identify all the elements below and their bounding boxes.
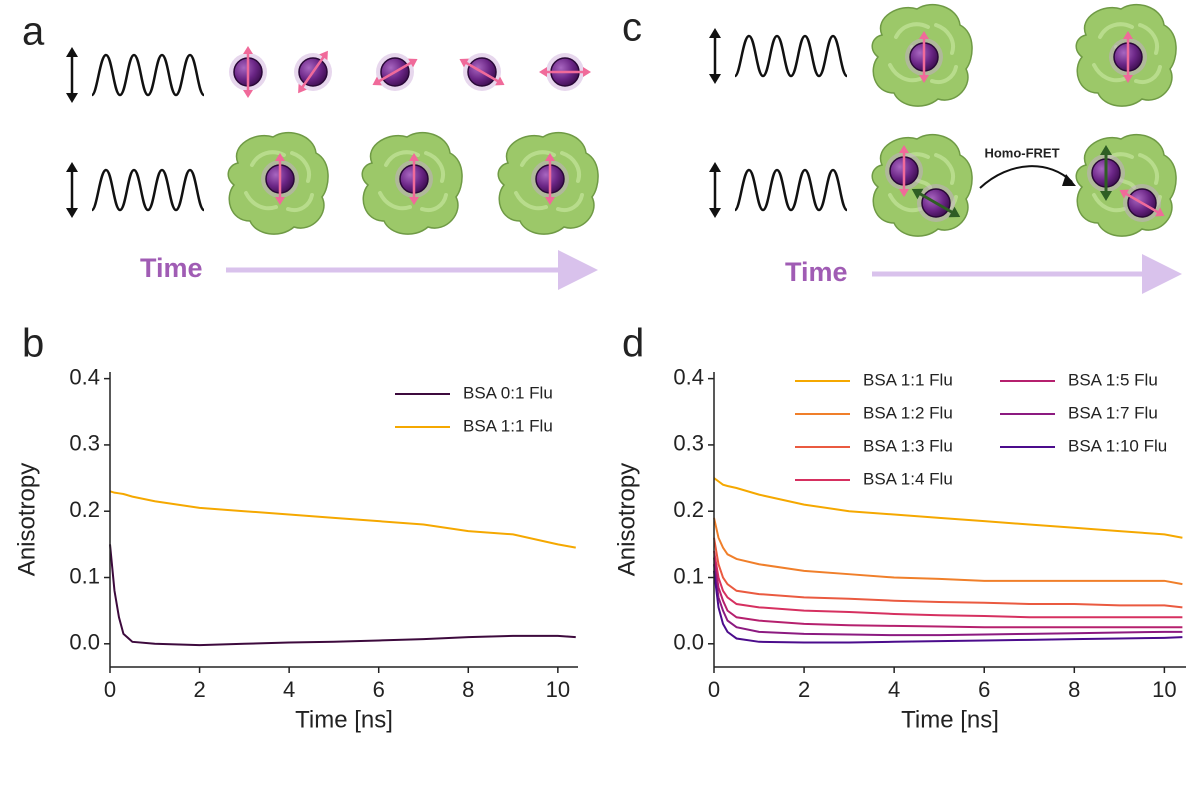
time-label: Time xyxy=(785,257,848,287)
y-tick-label: 0.1 xyxy=(673,563,704,588)
panel-label: c xyxy=(622,6,642,50)
x-tick-label: 8 xyxy=(1068,677,1080,702)
panel-label: d xyxy=(622,322,644,366)
transfer-arrow xyxy=(979,165,1073,189)
x-tick-label: 10 xyxy=(1152,677,1176,702)
transfer-label: Homo-FRET xyxy=(984,145,1059,160)
series-line xyxy=(713,557,1183,629)
y-tick-label: 0.0 xyxy=(673,630,704,655)
panel-label: b xyxy=(22,322,44,366)
x-tick-label: 0 xyxy=(708,677,720,702)
x-tick-label: 6 xyxy=(978,677,990,702)
y-axis-label: Anisotropy xyxy=(13,463,40,576)
legend-label: BSA 1:5 Flu xyxy=(1068,370,1158,389)
protein xyxy=(226,130,331,237)
y-tick-label: 0.3 xyxy=(673,431,704,456)
y-tick-label: 0.2 xyxy=(69,497,100,522)
light-wave xyxy=(64,45,206,105)
legend-label: BSA 1:3 Flu xyxy=(863,436,953,455)
x-tick-label: 2 xyxy=(798,677,810,702)
y-tick-label: 0.4 xyxy=(69,364,100,389)
series-line xyxy=(713,537,1183,609)
series-line xyxy=(109,490,576,549)
time-label: Time xyxy=(140,253,203,283)
series-line xyxy=(109,544,576,647)
x-tick-label: 10 xyxy=(546,677,570,702)
x-tick-label: 6 xyxy=(373,677,385,702)
protein xyxy=(496,130,601,237)
diagram-c: Homo-FRET Time xyxy=(707,2,1182,294)
protein xyxy=(1074,132,1179,239)
series-line xyxy=(713,564,1183,637)
legend-label: BSA 1:4 Flu xyxy=(863,469,953,488)
y-tick-label: 0.3 xyxy=(69,431,100,456)
protein xyxy=(1074,2,1179,109)
protein xyxy=(870,2,975,109)
transfer-arrowhead xyxy=(1062,174,1076,186)
series-line xyxy=(713,477,1183,539)
y-axis-label: Anisotropy xyxy=(613,463,640,576)
x-tick-label: 8 xyxy=(462,677,474,702)
protein xyxy=(360,130,465,237)
x-tick-label: 2 xyxy=(193,677,205,702)
legend-label: BSA 1:7 Flu xyxy=(1068,403,1158,422)
series-line xyxy=(713,517,1183,586)
protein xyxy=(870,132,975,239)
diagram-a: Time xyxy=(64,44,601,290)
x-axis-label: Time [ns] xyxy=(295,706,393,733)
x-tick-label: 4 xyxy=(888,677,900,702)
x-tick-label: 4 xyxy=(283,677,295,702)
legend-label: BSA 1:2 Flu xyxy=(863,403,953,422)
legend-label: BSA 1:1 Flu xyxy=(463,416,553,435)
series-line xyxy=(713,570,1183,644)
light-wave xyxy=(707,160,849,220)
y-tick-label: 0.2 xyxy=(673,497,704,522)
panel-label: a xyxy=(22,10,45,54)
light-wave xyxy=(707,26,849,86)
y-tick-label: 0.1 xyxy=(69,563,100,588)
legend-label: BSA 1:1 Flu xyxy=(863,370,953,389)
light-wave xyxy=(64,160,206,220)
x-axis-label: Time [ns] xyxy=(901,706,999,733)
y-tick-label: 0.4 xyxy=(673,364,704,389)
legend-label: BSA 0:1 Flu xyxy=(463,383,553,402)
y-tick-label: 0.0 xyxy=(69,630,100,655)
series-line xyxy=(713,550,1183,619)
legend-label: BSA 1:10 Flu xyxy=(1068,436,1167,455)
x-tick-label: 0 xyxy=(104,677,116,702)
